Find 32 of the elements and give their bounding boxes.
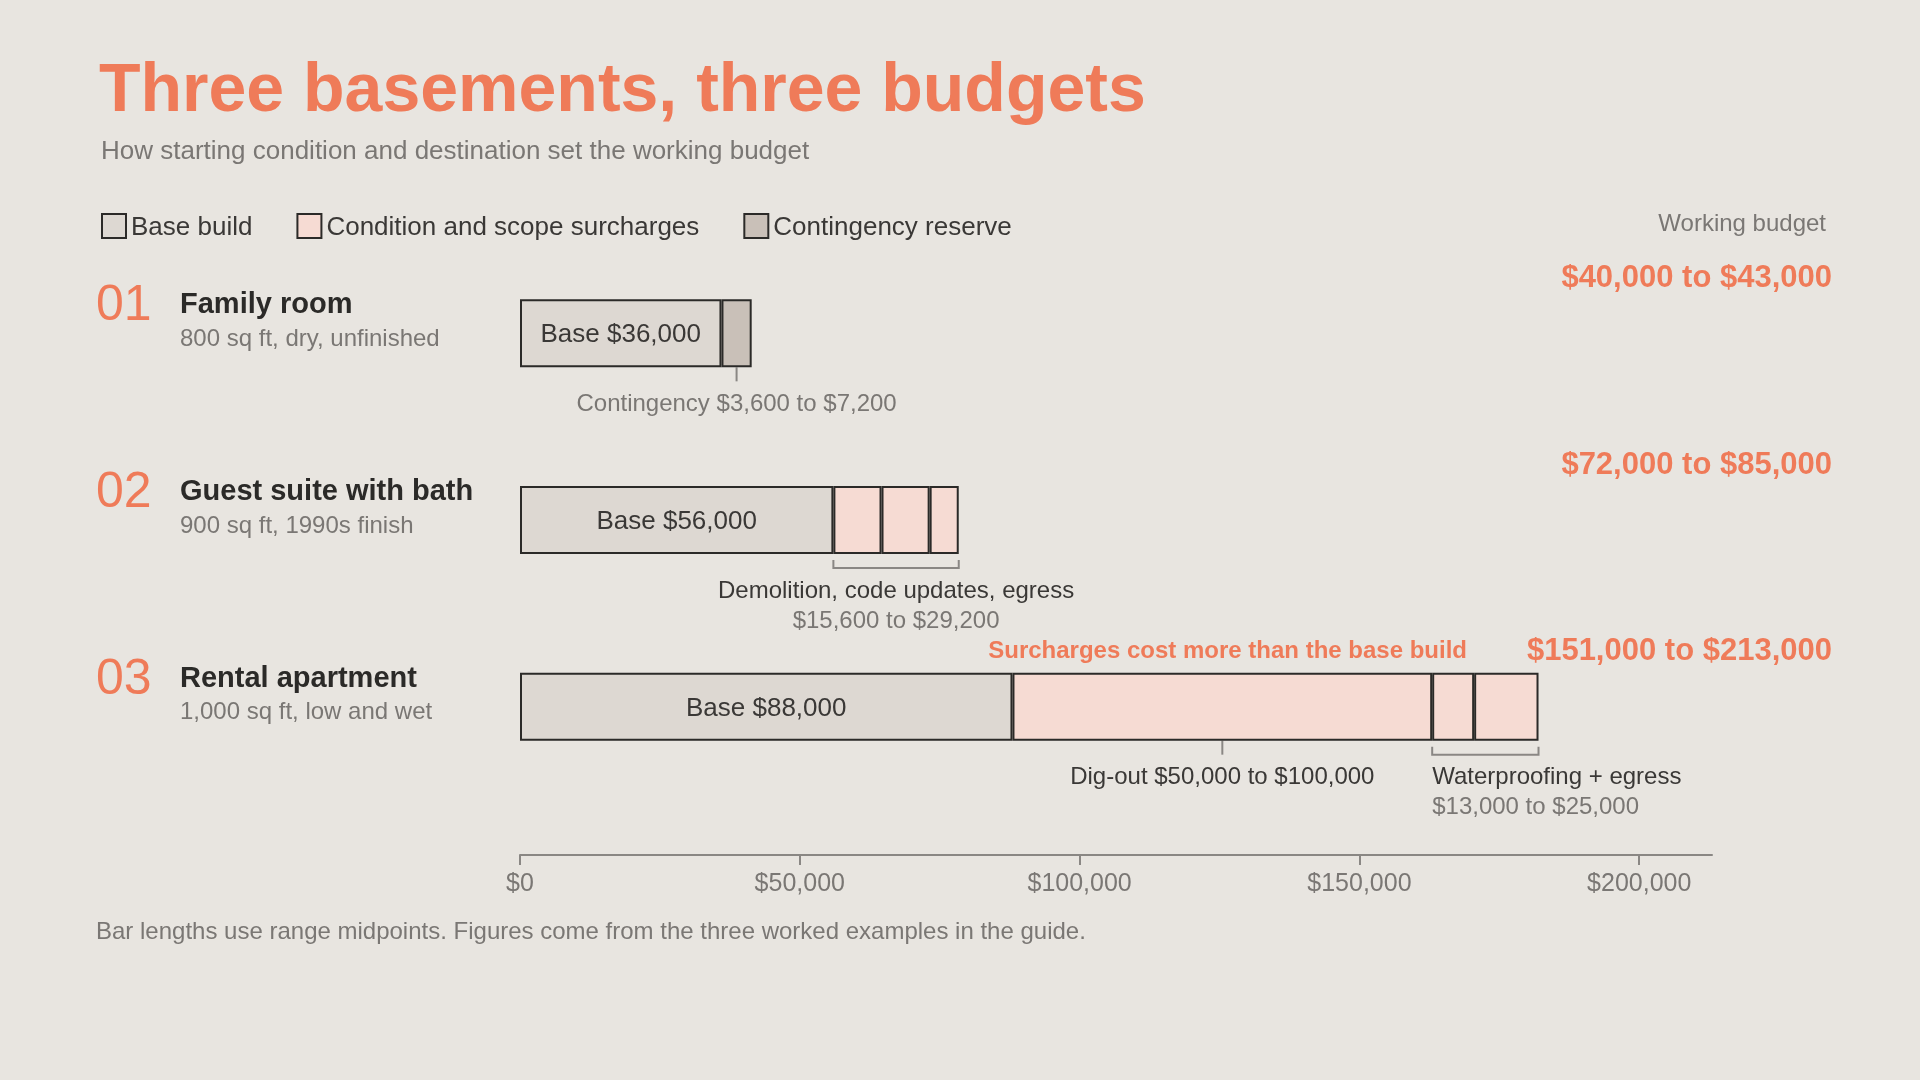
y-tick-label: Family room	[180, 287, 353, 320]
annotation: Demolition, code updates, egress $15,600 to $29,200	[717, 575, 1075, 633]
legend-label: Base build	[131, 211, 253, 241]
annotation: $40,000 to $43,000	[1561, 258, 1832, 294]
annotation: Dig-out $50,000 to $100,000	[1070, 762, 1375, 790]
x-tick-label: $0	[506, 867, 534, 896]
data-label: Base $56,000	[596, 505, 757, 535]
x-tick-label: $150,000	[1307, 867, 1412, 896]
x-tick-label: $200,000	[1587, 867, 1692, 896]
legend-label: Contingency reserve	[773, 211, 1012, 241]
annotation: Surcharges cost more than the base build	[988, 636, 1467, 664]
annotation: $151,000 to $213,000	[1526, 632, 1832, 668]
annotation: Waterproofing + egress $13,000 to $25,000	[1432, 762, 1682, 820]
data-label: Base $36,000	[540, 318, 701, 349]
x-tick-label: $50,000	[754, 867, 845, 896]
legend-label: Condition and scope surcharges	[326, 211, 700, 241]
text: Bar lengths use range midpoints. Figures come from the three worked examples in the guide.	[96, 916, 1086, 944]
chart-title: Three basements, three budgets	[99, 49, 1146, 125]
chart-subtitle: How starting condition and destination set the working budget	[101, 135, 810, 165]
annotation: Working budget	[1658, 208, 1827, 236]
text: 1,000 sq ft, low and wet	[180, 697, 433, 725]
data-label: Base $88,000	[686, 691, 847, 722]
text: 800 sq ft, dry, unfinished	[180, 323, 440, 351]
text: 02	[96, 462, 152, 518]
annotation: Contingency $3,600 to $7,200	[576, 388, 897, 416]
text: 900 sq ft, 1990s finish	[180, 510, 414, 538]
text: 03	[96, 648, 152, 705]
y-tick-label: Rental apartment	[180, 660, 418, 693]
y-tick-label: Guest suite with bath	[180, 474, 474, 506]
annotation: $72,000 to $85,000	[1561, 445, 1832, 481]
x-tick-label: $100,000	[1027, 867, 1132, 896]
text: 01	[96, 275, 152, 332]
